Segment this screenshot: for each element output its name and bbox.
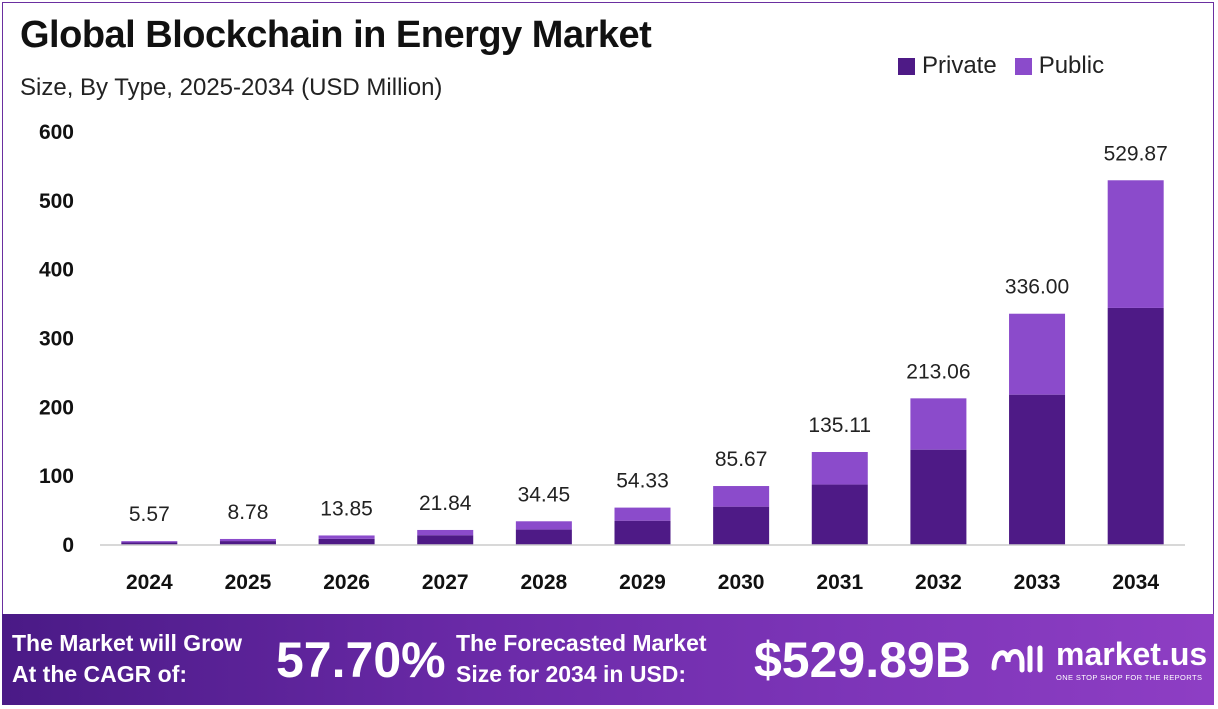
- x-tick-label-2028: 2028: [521, 571, 568, 594]
- legend-swatch-public: [1014, 57, 1032, 75]
- data-label-2032: 213.06: [906, 360, 970, 383]
- forecast-value: $529.89B: [754, 632, 971, 688]
- y-tick-label: 300: [39, 328, 74, 351]
- forecast-label-line1: The Forecasted Market: [456, 630, 707, 656]
- legend-item-public: Public: [1014, 52, 1105, 80]
- x-tick-label-2030: 2030: [718, 571, 765, 594]
- bar-public-2030: [713, 486, 770, 507]
- bar-public-2025: [219, 538, 276, 542]
- bar-public-2028: [515, 521, 572, 530]
- y-tick-label: 600: [39, 121, 74, 144]
- logo-name: market.us: [1056, 635, 1208, 672]
- bar-private-2033: [1009, 394, 1066, 545]
- data-label-2033: 336.00: [1005, 276, 1069, 299]
- cagr-label-line2: At the CAGR of:: [12, 661, 188, 687]
- bar-private-2026: [318, 538, 375, 545]
- bar-private-2032: [910, 449, 967, 545]
- bar-public-2029: [614, 507, 671, 521]
- bar-public-2034: [1107, 180, 1164, 308]
- chart-legend: Private Public: [898, 52, 1122, 80]
- y-tick-label: 100: [39, 465, 74, 488]
- data-label-2024: 5.57: [129, 503, 170, 526]
- bar-public-2024: [121, 541, 178, 543]
- data-label-2027: 21.84: [419, 492, 472, 515]
- chart-subtitle: Size, By Type, 2025-2034 (USD Million): [20, 74, 443, 101]
- x-tick-label-2026: 2026: [323, 571, 370, 594]
- x-tick-label-2029: 2029: [619, 571, 666, 594]
- bar-public-2026: [318, 535, 375, 539]
- cagr-label: The Market will Grow At the CAGR of:: [12, 628, 242, 690]
- data-label-2028: 34.45: [518, 483, 571, 506]
- data-label-2029: 54.33: [616, 470, 669, 493]
- bar-chart: 0 100 200 300 400 500 600 5.57 8.78 13.85 21.84 34…: [39, 121, 1185, 594]
- y-tick-label: 500: [39, 190, 74, 213]
- logo-tagline: ONE STOP SHOP FOR THE REPORTS: [1056, 672, 1203, 682]
- y-tick-label: 200: [39, 396, 74, 419]
- data-label-2031: 135.11: [808, 414, 871, 437]
- bars-group: 5.57 8.78 13.85 21.84 34.45 54.33 85.67 135.11 2…: [121, 142, 1168, 545]
- data-label-2030: 85.67: [715, 448, 768, 471]
- x-axis: 2024 2025 2026 2027 2028 2029 2030 2031 2032 2033…: [100, 544, 1185, 594]
- cagr-label-line1: The Market will Grow: [12, 630, 243, 656]
- y-axis: 0 100 200 300 400 500 600: [39, 121, 74, 557]
- legend-label-public: Public: [1038, 52, 1105, 79]
- bar-public-2031: [811, 451, 868, 485]
- legend-label-private: Private: [922, 52, 997, 79]
- x-tick-label-2033: 2033: [1014, 571, 1061, 594]
- chart-title: Global Blockchain in Energy Market: [20, 14, 652, 56]
- forecast-label-line2: Size for 2034 in USD:: [456, 661, 687, 687]
- data-label-2026: 13.85: [320, 497, 373, 520]
- bar-private-2028: [515, 529, 572, 545]
- x-tick-label-2027: 2027: [422, 571, 469, 594]
- x-tick-label-2034: 2034: [1112, 571, 1159, 594]
- x-tick-label-2031: 2031: [816, 571, 863, 594]
- bar-private-2031: [811, 484, 868, 545]
- data-label-2034: 529.87: [1104, 142, 1168, 165]
- bar-private-2034: [1107, 307, 1164, 545]
- summary-banner: The Market will Grow At the CAGR of: 57.…: [2, 614, 1214, 705]
- bar-public-2032: [910, 398, 967, 450]
- market-us-logo-icon: [991, 645, 1043, 673]
- bar-public-2027: [417, 529, 474, 536]
- x-tick-label-2024: 2024: [126, 571, 173, 594]
- bar-private-2024: [121, 542, 178, 545]
- legend-swatch-private: [898, 57, 915, 75]
- y-tick-label: 400: [39, 259, 74, 282]
- bar-private-2025: [219, 541, 276, 545]
- bar-public-2033: [1009, 313, 1066, 395]
- x-tick-label-2025: 2025: [225, 571, 272, 594]
- cagr-value: 57.70%: [276, 632, 446, 688]
- x-tick-label-2032: 2032: [915, 571, 962, 594]
- forecast-label: The Forecasted Market Size for 2034 in U…: [456, 628, 707, 690]
- data-label-2025: 8.78: [228, 501, 269, 524]
- market-us-logo[interactable]: market.us ONE STOP SHOP FOR THE REPORTS: [990, 636, 1207, 682]
- bar-private-2029: [614, 520, 671, 545]
- legend-item-private: Private: [898, 52, 997, 80]
- y-tick-label: 0: [62, 534, 74, 557]
- bar-private-2027: [417, 535, 474, 545]
- bar-private-2030: [713, 506, 770, 545]
